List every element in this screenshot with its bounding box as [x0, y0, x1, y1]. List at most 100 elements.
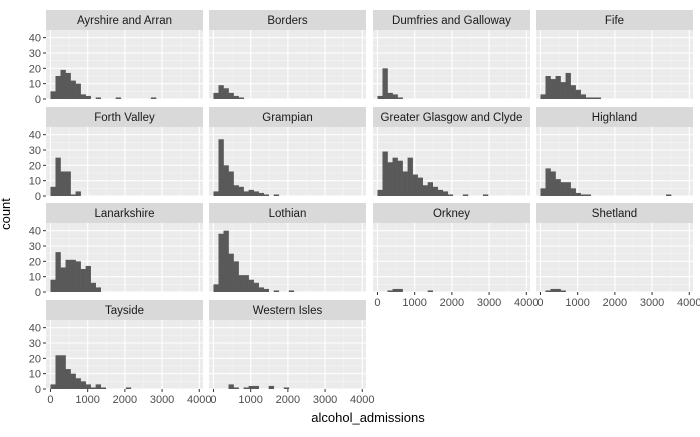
- facet-strip: [209, 107, 366, 127]
- y-tick-label: 10: [29, 272, 41, 284]
- histogram-bar: [70, 259, 76, 292]
- histogram-bar: [550, 79, 556, 99]
- histogram-bar: [213, 284, 219, 292]
- histogram-bar: [422, 185, 428, 196]
- facet-title: Lothian: [269, 208, 307, 220]
- histogram-bar: [100, 387, 107, 389]
- histogram-bar: [50, 186, 56, 196]
- histogram-bar: [565, 182, 571, 196]
- x-tick-label: 2000: [603, 297, 627, 309]
- histogram-bar: [115, 97, 122, 99]
- facet-title: Tayside: [105, 305, 144, 317]
- histogram-bar: [580, 194, 586, 196]
- histogram-bar: [218, 233, 224, 292]
- x-tick-label: 3000: [313, 394, 337, 406]
- histogram-bar: [437, 189, 444, 196]
- histogram-bar: [243, 191, 249, 196]
- x-tick-label: 0: [537, 297, 543, 309]
- facet-strip: [46, 203, 203, 223]
- histogram-bar: [90, 387, 96, 389]
- histogram-bar: [253, 282, 259, 292]
- y-tick-label: 20: [29, 63, 41, 75]
- facet-title: Forth Valley: [94, 112, 155, 124]
- x-tick-label: 4000: [677, 297, 700, 309]
- histogram-bar: [213, 191, 219, 196]
- facet-panel: Western Isles 0 1000 2000 3000 4000: [209, 300, 375, 406]
- y-axis-title: count: [0, 198, 13, 230]
- facet-title: Orkney: [433, 208, 470, 220]
- x-tick-label: 3000: [640, 297, 664, 309]
- facet-strip: [373, 10, 530, 30]
- histogram-bar: [55, 76, 61, 99]
- histogram-bar: [233, 261, 239, 292]
- facet-title: Dumfries and Galloway: [392, 15, 511, 27]
- facet-strip: [209, 300, 366, 320]
- histogram-bar: [70, 373, 76, 389]
- histogram-bar: [213, 92, 219, 99]
- y-tick-label: 10: [29, 79, 41, 91]
- facet-panels: Ayrshire and Arran 0 10 20 30 40 Borders Dumfri…: [29, 10, 700, 406]
- histogram-bar: [377, 189, 383, 196]
- histogram-bar: [417, 177, 423, 196]
- histogram-bar: [560, 82, 566, 99]
- histogram-bar: [60, 267, 66, 292]
- facet-strip: [209, 203, 366, 223]
- x-tick-label: 2000: [440, 297, 464, 309]
- histogram-bar: [218, 85, 224, 99]
- x-axis-title: alcohol_admissions: [311, 410, 425, 425]
- facet-title: Grampian: [262, 112, 313, 124]
- histogram-bar: [273, 194, 280, 196]
- histogram-bar: [228, 253, 234, 292]
- y-tick-label: 30: [29, 241, 41, 253]
- histogram-bar: [95, 287, 101, 292]
- histogram-bar: [545, 168, 551, 196]
- y-tick-label: 0: [35, 94, 41, 106]
- histogram-bar: [397, 160, 403, 196]
- y-tick-label: 10: [29, 369, 41, 381]
- histogram-bar: [80, 381, 86, 389]
- histogram-bar: [560, 290, 566, 292]
- facet-panel: Lothian: [209, 203, 366, 293]
- histogram-bar: [65, 171, 71, 196]
- histogram-bar: [482, 194, 489, 196]
- histogram-bar: [397, 288, 403, 292]
- facet-panel: Grampian: [209, 107, 366, 197]
- histogram-bar: [575, 89, 581, 99]
- histogram-bar: [50, 91, 56, 99]
- histogram-bar: [540, 188, 546, 196]
- histogram-bar: [263, 194, 270, 196]
- histogram-bar: [545, 76, 551, 99]
- histogram-bar: [253, 191, 259, 196]
- histogram-bar: [95, 97, 101, 99]
- histogram-bar: [60, 69, 66, 99]
- histogram-bar: [65, 72, 71, 99]
- histogram-bar: [580, 94, 586, 99]
- y-tick-label: 40: [29, 33, 41, 45]
- histogram-bar: [90, 282, 96, 292]
- facet-panel: Greater Glasgow and Clyde: [373, 107, 530, 197]
- y-tick-label: 10: [29, 176, 41, 188]
- histogram-bar: [233, 185, 239, 196]
- histogram-bar: [387, 290, 393, 292]
- histogram-bar: [666, 194, 672, 196]
- facet-strip: [536, 10, 693, 30]
- facet-panel: Dumfries and Galloway: [373, 10, 530, 100]
- histogram-bar: [283, 387, 290, 389]
- x-tick-label: 0: [374, 297, 380, 309]
- y-tick-label: 40: [29, 130, 41, 142]
- facet-title: Western Isles: [253, 305, 323, 317]
- histogram-bar: [392, 157, 398, 196]
- histogram-bar: [243, 275, 249, 292]
- histogram-bar: [50, 384, 56, 389]
- y-tick-label: 30: [29, 145, 41, 157]
- histogram-bar: [65, 369, 71, 389]
- histogram-bar: [263, 288, 270, 292]
- histogram-bar: [540, 94, 546, 99]
- facet-strip: [46, 300, 203, 320]
- histogram-bar: [238, 97, 244, 99]
- histogram-bar: [402, 171, 408, 196]
- y-tick-label: 0: [35, 384, 41, 396]
- histogram-bar: [253, 385, 259, 389]
- facet-panel: Orkney 0 1000 2000 3000 4000: [373, 203, 539, 309]
